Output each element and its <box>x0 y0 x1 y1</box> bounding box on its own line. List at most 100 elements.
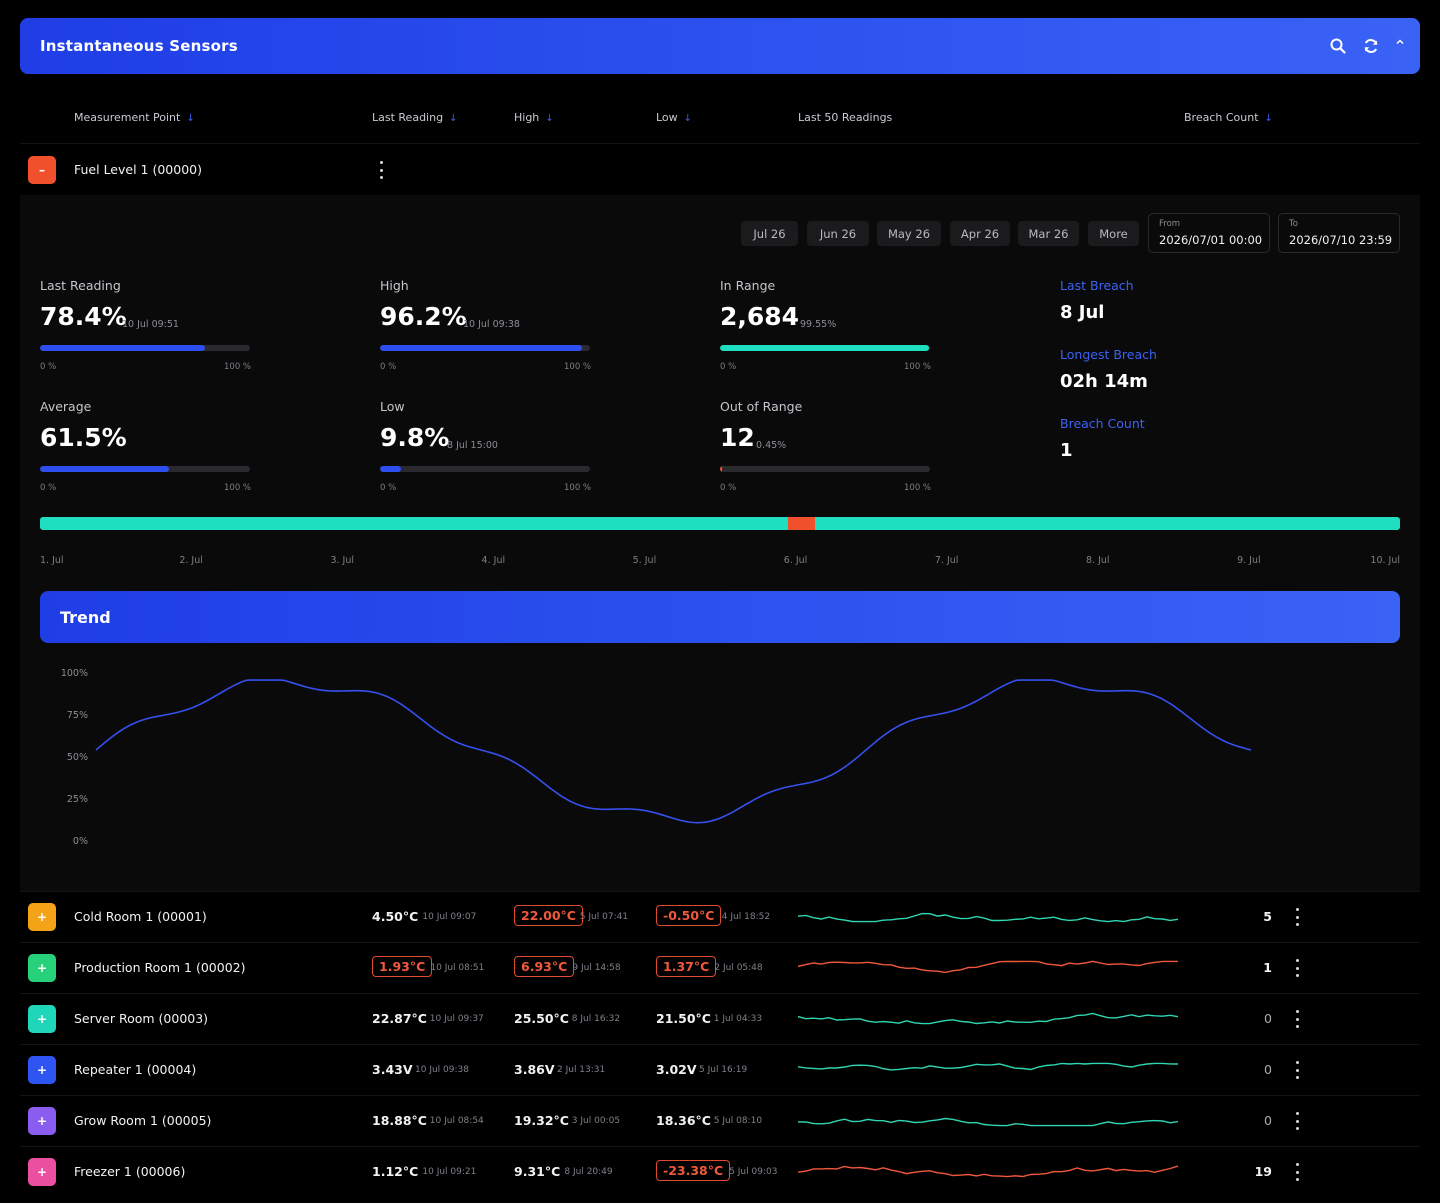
row-menu-icon[interactable] <box>378 161 384 179</box>
metric-label: Average <box>40 399 92 414</box>
reading-timestamp: 3 Jul 00:05 <box>571 1116 621 1126</box>
reading-timestamp: 10 Jul 09:21 <box>422 1167 477 1177</box>
scale-min: 0 % <box>380 483 397 493</box>
row-name: Cold Room 1 (00001) <box>74 909 207 924</box>
last-breach-label: Last Breach <box>1060 278 1134 293</box>
metric-value: 12 <box>720 423 755 452</box>
row-menu-icon[interactable] <box>1294 908 1300 926</box>
search-icon[interactable] <box>1324 32 1352 60</box>
reading-value-alarm: 6.93°C <box>514 956 575 977</box>
timeline-label: 8. Jul <box>1085 555 1110 566</box>
col-label: Measurement Point <box>74 111 181 124</box>
panel-header: Instantaneous Sensors <box>20 18 1420 74</box>
sort-down-icon: ↓ <box>186 113 195 124</box>
row-name: Server Room (00003) <box>74 1011 209 1026</box>
range-button[interactable]: May 26 <box>877 221 941 246</box>
range-button[interactable]: Apr 26 <box>950 221 1010 246</box>
col-breach-count[interactable]: Breach Count ↓ <box>1184 111 1273 124</box>
row-menu-icon[interactable] <box>1294 959 1300 977</box>
scale-max: 100 % <box>564 362 592 372</box>
row-name: Repeater 1 (00004) <box>74 1062 197 1077</box>
metric-subtext: 8 Jul 15:00 <box>447 440 498 451</box>
metric-value: 9.8% <box>380 423 450 452</box>
reading-value: 3.43V <box>372 1062 413 1077</box>
breach-count: 0 <box>1264 1062 1272 1077</box>
metric-subtext: 10 Jul 09:38 <box>463 319 520 330</box>
col-low[interactable]: Low ↓ <box>656 111 692 124</box>
sparkline <box>798 1062 1178 1071</box>
reading-value: 18.88°C <box>372 1113 427 1128</box>
timeline-label: 7. Jul <box>934 555 959 566</box>
reading-value: 4.50°C <box>372 909 419 924</box>
scale-min: 0 % <box>720 362 737 372</box>
range-button[interactable]: Jul 26 <box>741 221 798 246</box>
timeline-label: 1. Jul <box>40 555 64 566</box>
row-menu-icon[interactable] <box>1294 1112 1300 1130</box>
reading-timestamp: 10 Jul 09:38 <box>415 1065 469 1075</box>
scale-min: 0 % <box>720 483 737 493</box>
from-date-field[interactable]: From 2026/07/01 00:00 <box>1148 213 1270 253</box>
reading-timestamp: 4 Jul 18:52 <box>721 912 771 922</box>
sparkline-line <box>798 1012 1178 1025</box>
trend-line <box>95 679 1252 824</box>
range-button[interactable]: Mar 26 <box>1018 221 1079 246</box>
divider <box>20 143 1420 144</box>
longest-breach-label: Longest Breach <box>1060 347 1157 362</box>
col-last-50-readings: Last 50 Readings <box>798 111 892 124</box>
sparkline-line <box>798 1165 1178 1178</box>
row-menu-icon[interactable] <box>1294 1010 1300 1028</box>
reading-timestamp: 8 Jul 16:32 <box>571 1014 621 1024</box>
reading-value: 3.02V <box>656 1062 697 1077</box>
expand-row-button[interactable]: + <box>28 1158 56 1186</box>
y-tick-label: 0% <box>72 836 88 847</box>
reading-value: 3.86V <box>514 1062 555 1077</box>
y-tick-label: 100% <box>60 668 88 679</box>
breach-timeline <box>40 517 1400 530</box>
sort-down-icon: ↓ <box>1264 113 1273 124</box>
metric-level-bar <box>40 466 250 472</box>
expand-row-button[interactable]: + <box>28 1107 56 1135</box>
reading-timestamp: 10 Jul 09:37 <box>429 1014 484 1024</box>
refresh-icon[interactable] <box>1357 32 1385 60</box>
col-label: Breach Count <box>1184 111 1259 124</box>
expand-row-button[interactable]: + <box>28 1005 56 1033</box>
sort-down-icon: ↓ <box>545 113 554 124</box>
to-date-field[interactable]: To 2026/07/10 23:59 <box>1278 213 1400 253</box>
col-high[interactable]: High ↓ <box>514 111 554 124</box>
breach-count: 0 <box>1264 1011 1272 1026</box>
divider <box>20 993 1420 994</box>
col-label: Low <box>656 111 678 124</box>
col-label: High <box>514 111 540 124</box>
metric-level-fill <box>380 466 401 472</box>
reading-value-alarm: 1.93°C <box>372 956 433 977</box>
metric-value: 2,684 <box>720 302 800 331</box>
scale-min: 0 % <box>40 362 57 372</box>
reading-timestamp: 5 Jul 07:41 <box>579 912 629 922</box>
trend-chart <box>95 679 1252 824</box>
trend-header: Trend <box>40 591 1400 643</box>
breach-count: 0 <box>1264 1113 1272 1128</box>
row-menu-icon[interactable] <box>1294 1061 1300 1079</box>
range-button[interactable]: Jun 26 <box>807 221 869 246</box>
col-measurement-point[interactable]: Measurement Point ↓ <box>74 111 195 124</box>
row-menu-icon[interactable] <box>1294 1163 1300 1181</box>
expand-row-button[interactable]: + <box>28 1056 56 1084</box>
reading-value: 18.36°C <box>656 1113 711 1128</box>
scale-max: 100 % <box>904 362 932 372</box>
metric-subtext: 99.55% <box>800 319 837 330</box>
reading-timestamp: 5 Jul 08:10 <box>713 1116 763 1126</box>
collapse-row-button[interactable]: – <box>28 156 56 184</box>
reading-value-alarm: -0.50°C <box>656 905 722 926</box>
metric-level-fill <box>720 466 722 472</box>
reading-value-alarm: 22.00°C <box>514 905 583 926</box>
breach-count: 5 <box>1263 909 1272 924</box>
more-button[interactable]: More <box>1088 221 1139 246</box>
sparkline-line <box>798 1062 1178 1071</box>
collapse-chevron-icon[interactable] <box>1386 28 1414 56</box>
expand-row-button[interactable]: + <box>28 954 56 982</box>
timeline-label: 9. Jul <box>1237 555 1261 566</box>
col-last-reading[interactable]: Last Reading ↓ <box>372 111 457 124</box>
last-breach-value: 8 Jul <box>1060 302 1105 323</box>
sort-down-icon: ↓ <box>683 113 693 124</box>
expand-row-button[interactable]: + <box>28 903 56 931</box>
